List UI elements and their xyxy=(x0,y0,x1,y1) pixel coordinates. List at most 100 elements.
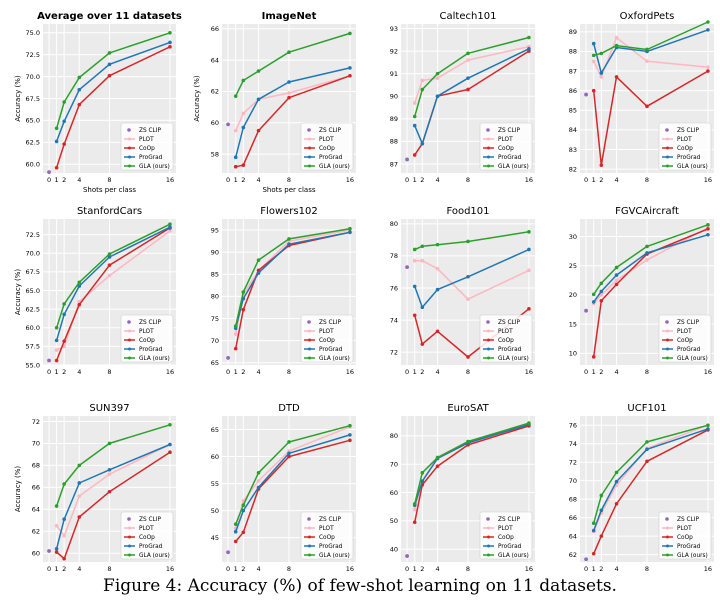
data-point-gla xyxy=(287,440,291,444)
legend-label: CoOp xyxy=(139,146,155,152)
data-point-prograd xyxy=(706,427,710,431)
legend: ZS CLIP PLOT CoOp ProGrad GLA (ours) xyxy=(300,122,354,171)
data-point-coop xyxy=(435,329,440,334)
data-point-gla xyxy=(420,87,425,92)
data-point-prograd xyxy=(348,433,352,437)
data-point-prograd xyxy=(233,155,238,160)
data-point-plot xyxy=(420,78,425,83)
y-tick-label: 25 xyxy=(569,262,577,270)
legend-marker-dot-coop xyxy=(308,535,311,539)
x-tick-label: 2 xyxy=(599,565,603,572)
x-tick-label: 2 xyxy=(599,368,603,376)
chart-panel-7: 0 1 2 4 8 16 72 74 76 78 80 Food101 ZS CLIP PLOT CoOp P… xyxy=(390,206,535,376)
y-tick-label: 87 xyxy=(569,67,577,75)
data-point-coop xyxy=(645,104,649,109)
legend-box xyxy=(479,122,533,171)
data-point-gla xyxy=(348,226,352,231)
chart-title: SUN397 xyxy=(89,403,129,414)
data-point-coop xyxy=(412,313,417,318)
y-tick-label: 62.5 xyxy=(26,139,40,147)
data-point-plot xyxy=(599,293,604,297)
y-tick-label: 64 xyxy=(32,506,40,514)
x-tick-label: 4 xyxy=(77,176,81,184)
y-axis-label: Accuracy (%) xyxy=(14,466,22,513)
chart-panel-10: 01248164550556065DTDShots per classZS CL… xyxy=(211,403,356,572)
data-point-prograd xyxy=(614,273,619,277)
data-point-plot xyxy=(107,273,112,278)
legend-marker-zs-clip xyxy=(127,517,131,521)
data-point-gla xyxy=(348,31,352,36)
legend-marker-dot-gla xyxy=(666,356,669,360)
x-tick-label: 8 xyxy=(466,176,470,184)
legend-label: CoOp xyxy=(677,535,693,541)
legend-label: ZS CLIP xyxy=(677,517,699,523)
legend-label: ZS CLIP xyxy=(139,517,161,523)
y-tick-label: 70.0 xyxy=(26,250,40,258)
data-point-gla xyxy=(241,290,246,294)
data-point-plot xyxy=(412,101,417,105)
y-tick-label: 68 xyxy=(569,495,577,503)
legend-marker-dot-gla xyxy=(487,164,490,168)
data-point-gla xyxy=(168,30,172,35)
data-point-coop xyxy=(241,163,246,167)
y-tick-label: 72 xyxy=(390,348,398,356)
x-tick-label: 4 xyxy=(77,368,81,376)
data-point-coop xyxy=(62,339,66,343)
y-tick-label: 70 xyxy=(569,477,577,485)
data-point-prograd xyxy=(706,28,710,32)
legend-label: GLA (ours) xyxy=(677,553,708,559)
legend-label: PLOT xyxy=(677,526,692,532)
legend: ZS CLIP PLOT CoOp ProGrad GLA (ours) xyxy=(479,511,533,560)
legend-marker-zs-clip xyxy=(486,517,490,521)
x-tick-label: 0 xyxy=(405,176,409,184)
legend-label: GLA (ours) xyxy=(498,553,529,559)
y-axis-label: Accuracy (%) xyxy=(14,269,22,316)
x-tick-label: 4 xyxy=(77,565,81,572)
legend-label: GLA (ours) xyxy=(498,164,529,170)
legend-box xyxy=(658,314,712,363)
y-tick-label: 72.5 xyxy=(26,231,40,239)
legend-marker-dot-plot xyxy=(128,526,131,530)
data-point-coop xyxy=(54,358,59,363)
x-tick-label: 0 xyxy=(405,368,409,376)
y-axis-label: Accuracy (%) xyxy=(193,75,201,122)
y-tick-label: 50 xyxy=(211,507,219,515)
x-tick-label: 1 xyxy=(413,368,417,376)
legend-box xyxy=(300,122,354,171)
legend-marker-dot-plot xyxy=(308,137,311,141)
data-point-coop xyxy=(348,73,352,78)
x-tick-label: 0 xyxy=(226,176,230,184)
x-tick-label: 4 xyxy=(256,368,260,376)
legend: ZS CLIP PLOT CoOp ProGrad GLA (ours) xyxy=(120,511,174,560)
legend-marker-dot-coop xyxy=(487,146,490,150)
x-axis-label: Shots per class xyxy=(83,186,136,194)
y-tick-label: 70 xyxy=(211,337,219,345)
legend-label: GLA (ours) xyxy=(677,356,708,362)
legend-label: PLOT xyxy=(677,137,692,143)
x-tick-label: 2 xyxy=(241,565,245,572)
data-point-coop xyxy=(466,355,470,359)
legend-marker-dot-plot xyxy=(487,329,490,333)
chart-panel-9: 012481660626466687072SUN397Shots per cla… xyxy=(14,403,176,572)
x-tick-label: 2 xyxy=(420,565,424,572)
y-tick-label: 20 xyxy=(569,291,577,299)
x-tick-label: 16 xyxy=(704,368,712,376)
y-tick-label: 62.5 xyxy=(26,305,40,313)
legend-label: CoOp xyxy=(498,146,514,152)
data-point-coop xyxy=(77,102,82,107)
legend-label: ZS CLIP xyxy=(498,128,520,134)
legend-label: CoOp xyxy=(498,535,514,541)
legend-label: CoOp xyxy=(498,338,514,344)
y-tick-label: 55 xyxy=(211,480,219,488)
chart-title: ImageNet xyxy=(262,11,317,22)
data-point-plot xyxy=(233,332,238,336)
data-point-gla xyxy=(645,244,649,249)
legend-marker-dot-plot xyxy=(487,137,490,141)
data-point-prograd xyxy=(107,255,112,259)
data-point-gla xyxy=(466,51,470,56)
legend-label: ZS CLIP xyxy=(319,128,341,134)
legend-marker-dot-coop xyxy=(666,338,669,342)
data-point-plot xyxy=(466,297,470,302)
x-tick-label: 1 xyxy=(592,368,596,376)
y-tick-label: 82 xyxy=(569,165,577,173)
